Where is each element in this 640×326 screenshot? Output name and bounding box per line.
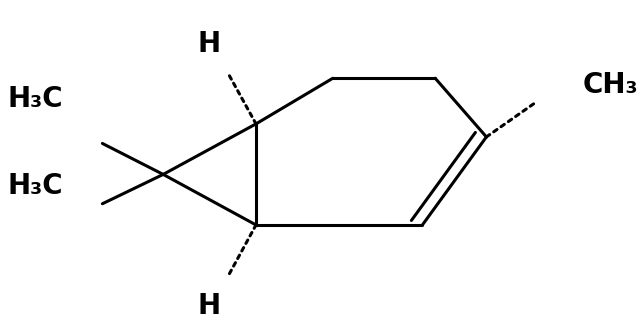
- Text: H₃C: H₃C: [7, 172, 63, 200]
- Text: CH₃: CH₃: [582, 71, 638, 99]
- Text: H: H: [197, 292, 220, 320]
- Text: H₃C: H₃C: [7, 85, 63, 113]
- Text: H: H: [197, 30, 220, 58]
